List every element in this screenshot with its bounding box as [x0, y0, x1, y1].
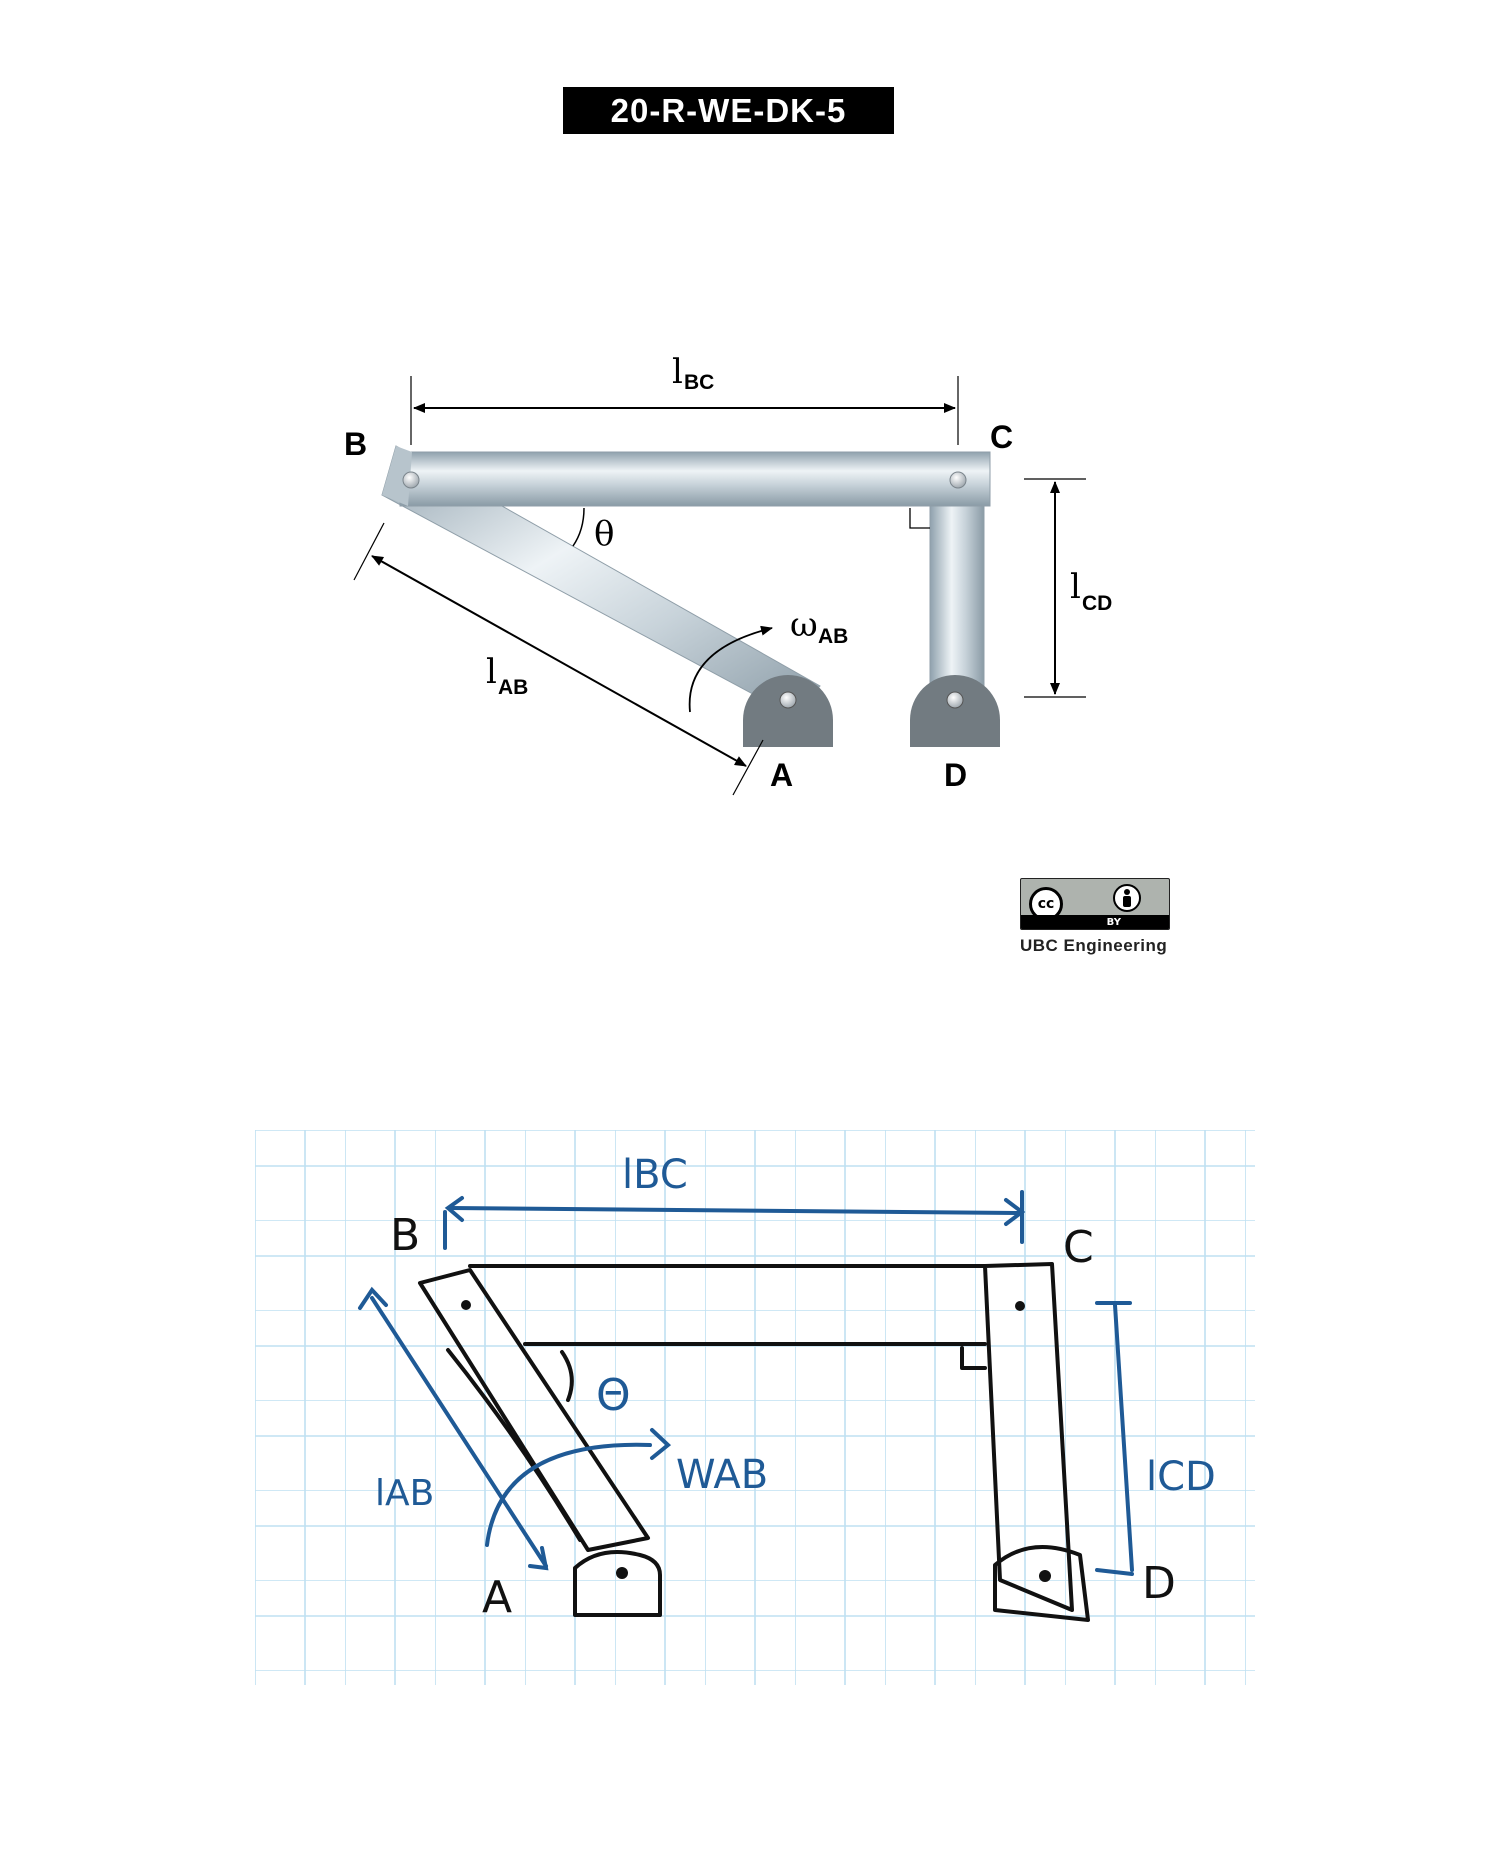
right-angle-marker [909, 508, 930, 529]
dim-ab-sub: AB [498, 676, 528, 699]
omega-ab: ω AB [688, 605, 848, 713]
dim-cd-symbol: l [1070, 567, 1081, 607]
by-person-icon [1113, 884, 1141, 912]
graph-paper-grid [255, 1130, 1255, 1685]
sketch-pin-b [461, 1300, 471, 1310]
sketch-theta: Θ [596, 1370, 631, 1421]
dim-ab: l AB [353, 522, 764, 796]
theta-label: θ [594, 514, 614, 554]
omega-symbol: ω [790, 605, 818, 645]
sketch-lbc: lBC [622, 1152, 688, 1198]
support-d [910, 675, 1000, 747]
cc-by-badge[interactable]: cc BY [1020, 878, 1170, 930]
sketch-omega: WAB [676, 1452, 768, 1498]
sketch-point-a: A [482, 1572, 512, 1623]
point-b-label: B [344, 426, 367, 462]
point-d-label: D [944, 757, 967, 793]
link-cd [929, 479, 985, 701]
dim-bc-sub: BC [684, 371, 714, 394]
sketch-links [418, 1262, 1090, 1622]
pin-c [949, 471, 967, 489]
point-a-label: A [770, 757, 793, 793]
dim-ab-symbol: l [486, 652, 497, 692]
sketch-pin-c [1015, 1301, 1025, 1311]
by-text: BY [1106, 917, 1121, 928]
omega-sub: AB [818, 625, 848, 648]
link-ab-end-b [382, 446, 412, 506]
sketch-pin-a [616, 1567, 628, 1579]
sketch-pin-d [1039, 1570, 1051, 1582]
dim-bc: l BC [410, 352, 959, 445]
dim-cd-sub: CD [1082, 592, 1112, 615]
sketch-lcd: lCD [1146, 1454, 1216, 1500]
sketch-point-d: D [1142, 1558, 1176, 1609]
pin-b [402, 471, 420, 489]
link-bc [399, 451, 991, 507]
support-a [743, 675, 833, 747]
dim-bc-symbol: l [672, 352, 683, 392]
sketch-point-c: C [1063, 1222, 1094, 1273]
mechanism-diagram: θ l BC l CD l AB ω AB B C A D [344, 352, 1112, 796]
problem-code-badge: 20-R-WE-DK-5 [563, 87, 894, 134]
point-c-label: C [990, 419, 1013, 455]
sketch-lab: lAB [375, 1473, 434, 1514]
problem-code: 20-R-WE-DK-5 [610, 91, 847, 129]
dim-cd: l CD [1024, 478, 1112, 698]
sketch-dimensions [358, 1190, 1134, 1576]
license-block: cc BY UBC Engineering [1020, 878, 1172, 956]
theta-arc [572, 507, 585, 547]
sketch-point-b: B [390, 1210, 420, 1261]
license-caption: UBC Engineering [1020, 936, 1168, 955]
